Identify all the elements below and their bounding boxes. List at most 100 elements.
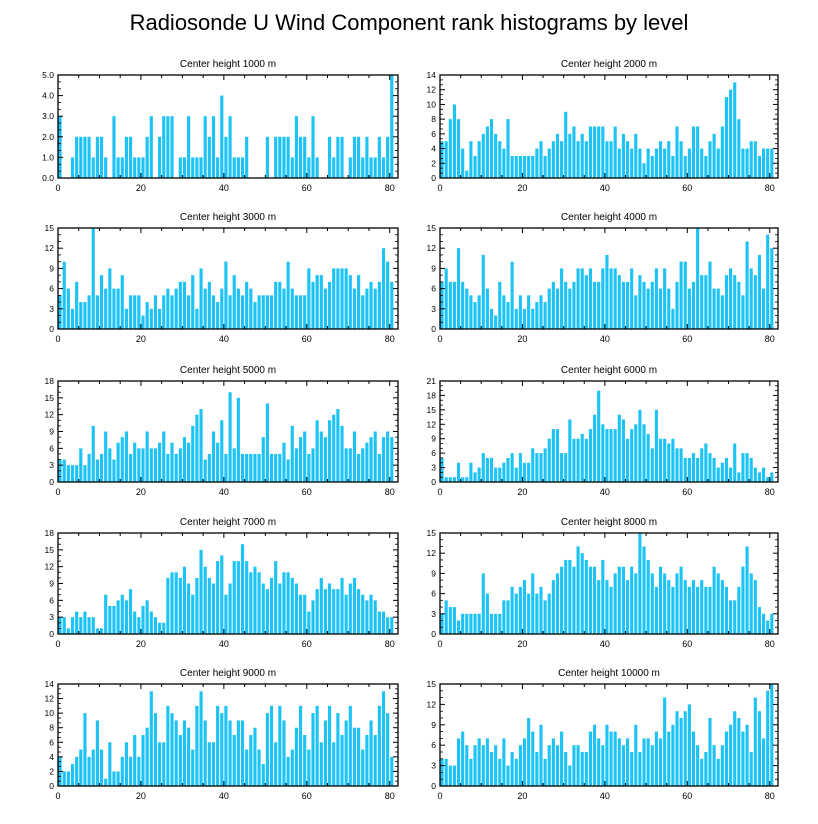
histogram-bar xyxy=(323,720,328,786)
histogram-bar xyxy=(328,136,332,178)
histogram-bar xyxy=(766,234,770,329)
histogram-bar xyxy=(365,442,369,482)
histogram-bar xyxy=(753,275,757,329)
histogram-bar xyxy=(625,281,630,329)
histogram-bar xyxy=(178,735,182,786)
histogram-bar xyxy=(716,467,720,482)
histogram-bar xyxy=(182,437,187,482)
histogram-bar xyxy=(675,711,679,786)
x-tick-label: 0 xyxy=(437,639,442,649)
histogram-bar xyxy=(357,727,361,786)
histogram-bar xyxy=(498,758,502,786)
histogram-bar xyxy=(593,724,597,786)
histogram-bar xyxy=(195,577,199,634)
histogram-bar xyxy=(286,756,290,786)
histogram-bar xyxy=(253,453,257,482)
y-tick-label: 5.0 xyxy=(42,70,54,80)
histogram-bar xyxy=(522,462,527,482)
y-tick-label: 6 xyxy=(49,737,54,747)
histogram-bar xyxy=(265,136,269,178)
histogram-bar xyxy=(99,628,104,634)
histogram-bar xyxy=(108,605,112,634)
histogram-bar xyxy=(527,718,531,786)
histogram-bar xyxy=(498,467,502,482)
histogram-bar xyxy=(584,438,588,482)
panel-10: Center height 10000 m 0 20 40 60 80 0 3 6 9 12 15 xyxy=(427,668,779,801)
y-tick-label: 9 xyxy=(49,579,54,589)
histogram-bar xyxy=(704,443,708,482)
histogram-bar xyxy=(79,136,83,178)
histogram-bar xyxy=(344,594,348,634)
histogram-bar xyxy=(560,268,564,329)
histogram-bar xyxy=(580,268,584,329)
histogram-bar xyxy=(712,566,716,634)
histogram-bar xyxy=(87,617,91,634)
histogram-bar xyxy=(207,281,211,329)
histogram-bar xyxy=(203,116,207,178)
histogram-bar xyxy=(539,295,543,329)
histogram-bar xyxy=(170,713,174,786)
histogram-bar xyxy=(174,453,178,482)
plot-frame xyxy=(439,532,779,635)
histogram-bar xyxy=(527,462,531,482)
histogram-bar xyxy=(683,155,687,178)
histogram-bar xyxy=(766,620,770,634)
histogram-bar xyxy=(568,288,572,329)
histogram-bar xyxy=(737,718,741,786)
histogram-bar xyxy=(166,705,170,786)
histogram-bar xyxy=(298,437,303,482)
histogram-bar xyxy=(597,390,601,482)
x-tick-label: 20 xyxy=(136,487,146,497)
histogram-bar xyxy=(568,765,572,786)
histogram-bar xyxy=(675,281,679,329)
y-tick-label: 4 xyxy=(431,144,436,154)
x-tick-label: 0 xyxy=(437,791,442,801)
histogram-bar xyxy=(95,295,99,329)
histogram-bar xyxy=(473,613,477,634)
histogram-bar xyxy=(79,302,83,329)
histogram-bar xyxy=(663,148,667,178)
histogram-bar xyxy=(99,136,104,178)
histogram-bar xyxy=(158,742,162,786)
histogram-bar xyxy=(687,148,691,178)
histogram-bar xyxy=(116,157,120,178)
histogram-bar xyxy=(348,157,352,178)
histogram-bar xyxy=(390,617,394,634)
histogram-bar xyxy=(461,613,465,634)
histogram-bar xyxy=(720,580,724,634)
histogram-bar xyxy=(166,577,170,634)
histogram-bar xyxy=(228,295,232,329)
histogram-bar xyxy=(469,295,473,329)
histogram-bar xyxy=(137,448,141,482)
y-tick-label: 6 xyxy=(431,448,436,458)
y-tick-label: 6 xyxy=(49,284,54,294)
histogram-bar xyxy=(170,116,174,178)
histogram-bar xyxy=(518,453,522,482)
histogram-bar xyxy=(605,254,609,329)
histogram-bar xyxy=(617,275,621,329)
histogram-bar xyxy=(485,593,489,634)
histogram-bar xyxy=(377,453,381,482)
x-tick-label: 40 xyxy=(600,334,610,344)
histogram-bar xyxy=(733,600,737,634)
histogram-bar xyxy=(465,745,469,786)
histogram-bar xyxy=(145,727,149,786)
histogram-bar xyxy=(560,731,564,786)
histogram-bar xyxy=(187,583,191,634)
histogram-bar xyxy=(679,141,683,178)
histogram-bar xyxy=(269,453,274,482)
x-tick-label: 40 xyxy=(600,639,610,649)
histogram-bar xyxy=(257,453,261,482)
x-tick-label: 80 xyxy=(385,487,395,497)
histogram-bar xyxy=(489,613,494,634)
histogram-bar xyxy=(671,724,675,786)
histogram-bar xyxy=(369,720,373,786)
histogram-bar xyxy=(597,126,601,178)
histogram-bar xyxy=(195,705,199,786)
histogram-bar xyxy=(153,713,158,786)
histogram-bar xyxy=(116,288,120,329)
histogram-bar xyxy=(502,295,506,329)
histogram-bar xyxy=(576,546,580,634)
histogram-bar xyxy=(704,586,708,634)
histogram-bar xyxy=(547,745,551,786)
